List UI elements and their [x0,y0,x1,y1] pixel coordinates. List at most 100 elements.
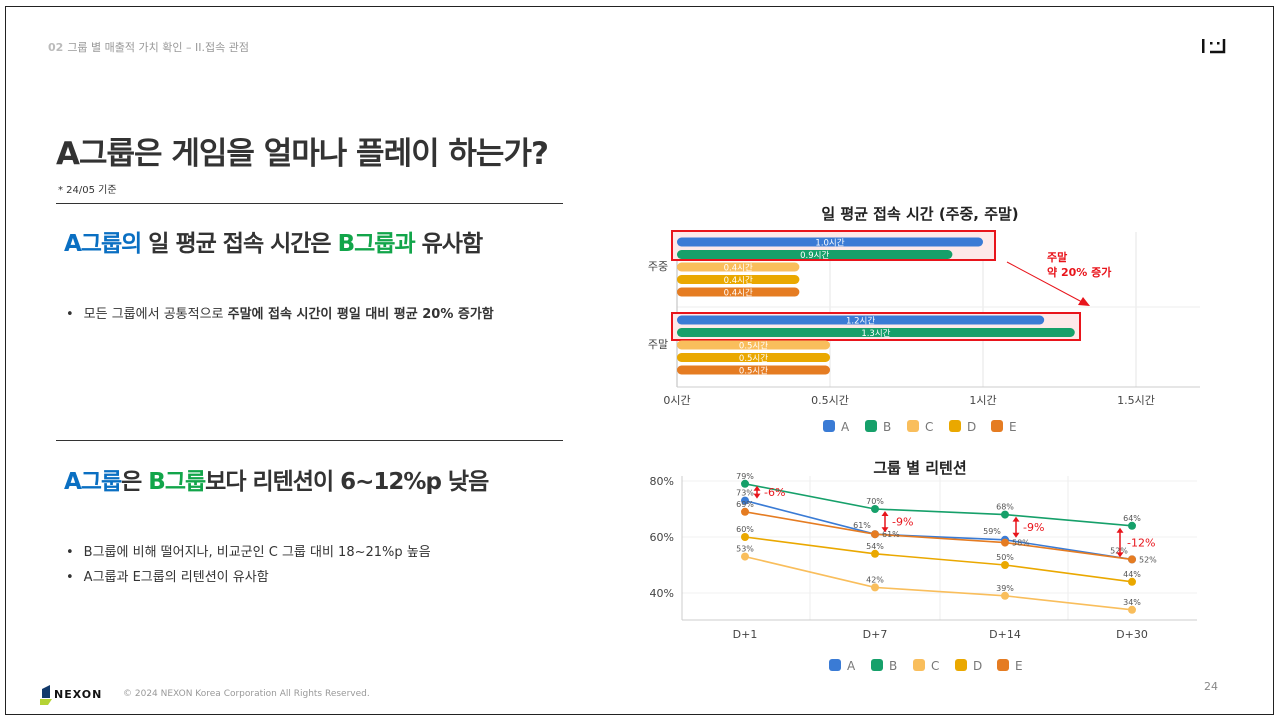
series-line-C [744,555,1133,611]
bullet-item: 모든 그룹에서 공통적으로 주말에 접속 시간이 평일 대비 평균 20% 증가… [66,303,494,322]
legend-swatch-E [991,420,1003,432]
data-label: 64% [1123,514,1141,523]
legend-label: C [931,659,939,673]
data-point-C [741,552,749,561]
heading-text: 보다 리텐션이 6~12%p 낮음 [205,469,489,495]
data-point-E [1001,538,1009,547]
data-label: 61% [882,530,900,539]
bar-chart: 0시간 0.5시간 1시간 1.5시간주중1.0시간0.9시간0.4시간0.4시간0.… [648,230,1200,434]
legend-label: B [889,659,897,673]
bar-label: 0.4시간 [724,263,753,274]
bar-label: 1.3시간 [861,328,890,339]
arrowhead-icon [881,527,889,533]
gap-annotation: -6% [764,486,785,499]
bar-label: 0.5시간 [739,366,768,377]
data-label: 52% [1110,546,1128,555]
legend-swatch-A [829,659,841,671]
x-tick-label: 0시간 [663,394,690,407]
x-tick-label: 1시간 [969,394,996,407]
legend-swatch-D [949,420,961,432]
data-point-D [741,533,749,541]
legend-swatch-E [997,659,1009,671]
legend-label: B [883,420,891,434]
bar-label: 0.4시간 [724,288,753,299]
gap-annotation: -9% [892,516,913,529]
arrowhead-icon [1078,297,1090,306]
line-chart-title: 그룹 별 리텐션 [873,459,966,477]
group-a-label: A그룹 [64,469,122,495]
heading-text: 은 [121,469,149,495]
annotation-text: 약 20% 증가 [1047,265,1111,279]
x-tick-label: 0.5시간 [811,394,849,407]
data-label: 70% [866,497,884,506]
bar-C [677,340,830,350]
data-point-D [1001,561,1009,569]
legend-swatch-B [871,659,883,671]
bar-label: 1.0시간 [815,238,844,249]
annotation-arrow [1006,261,1083,303]
data-label: 42% [866,575,884,584]
page-number: 24 [1204,680,1218,693]
arrowhead-icon [753,485,761,491]
bar-label: 0.5시간 [739,353,768,364]
bar-label: 0.9시간 [800,250,829,261]
bullet-item: B그룹에 비해 떨어지나, 비교군인 C 그룹 대비 18~21%p 높음 [66,541,431,560]
legend-label: D [967,420,976,434]
bar-D [677,353,830,362]
legend-label: A [847,659,856,673]
data-point-E [1128,555,1136,564]
bar-B [677,250,953,259]
bar-E [677,365,830,375]
bullet-bold-text: 주말에 접속 시간이 평일 대비 평균 20% 증가함 [227,307,494,322]
data-point-A [741,496,749,505]
legend-label: E [1009,420,1017,434]
bar-B [677,328,1075,337]
x-tick-label: D+1 [733,628,758,641]
legend-label: D [973,659,982,673]
series-line-D [744,536,1133,583]
arrowhead-icon [1116,527,1124,533]
divider [56,440,563,441]
x-tick-label: D+30 [1116,628,1148,641]
x-tick-label: D+14 [989,628,1021,641]
section-number: 02 [48,41,64,54]
line-chart: 40% 60% 80% D+1 D+7 D+14 D+30 53% 42% 39% 34% 60% 54… [650,472,1197,673]
data-label: 69% [736,500,754,509]
data-point-E [741,507,749,516]
group-a-label: A그룹의 [64,231,142,257]
arrowhead-icon [1012,516,1020,522]
data-label: 54% [866,542,884,551]
data-label: 61% [853,521,871,530]
bar-C [677,262,800,272]
category-label: 주중 [648,260,668,273]
bar-E [677,287,800,297]
data-label: 39% [996,584,1014,593]
heading-text: 일 평균 접속 시간은 [141,231,338,257]
group-b-label: B그룹 [148,469,206,495]
bar-label: 0.5시간 [739,341,768,352]
data-point-E [871,530,879,539]
annotation-text: 주말 [1047,251,1067,264]
data-label: 73% [736,489,754,498]
data-label: 50% [996,553,1014,562]
bar-A [677,315,1045,325]
data-point-B [1128,521,1136,530]
y-tick-label: 80% [650,475,674,488]
bar-label: 0.4시간 [724,275,753,286]
bullet-item: A그룹과 E그룹의 리텐션이 유사함 [66,566,269,585]
page-title: A그룹은 게임을 얼마나 플레이 하는가? [56,136,549,172]
bar-D [677,275,800,284]
data-point-C [871,583,879,592]
data-label: 59% [983,527,1001,536]
breadcrumb: 02 그룹 별 매출적 가치 확인 – II.접속 관점 [48,39,249,55]
legend-label: A [841,420,850,434]
series-line-B [744,483,1133,527]
copyright: © 2024 NEXON Korea Corporation All Right… [123,689,370,699]
brand-face-logo [1202,39,1226,54]
legend-label: E [1015,659,1023,673]
section1-heading: A그룹의 일 평균 접속 시간은 B그룹과 유사함 [64,224,483,258]
category-label: 주말 [648,338,668,351]
gap-annotation: -12% [1127,537,1155,550]
data-point-C [1001,591,1009,600]
data-label: 58% [1012,539,1030,548]
